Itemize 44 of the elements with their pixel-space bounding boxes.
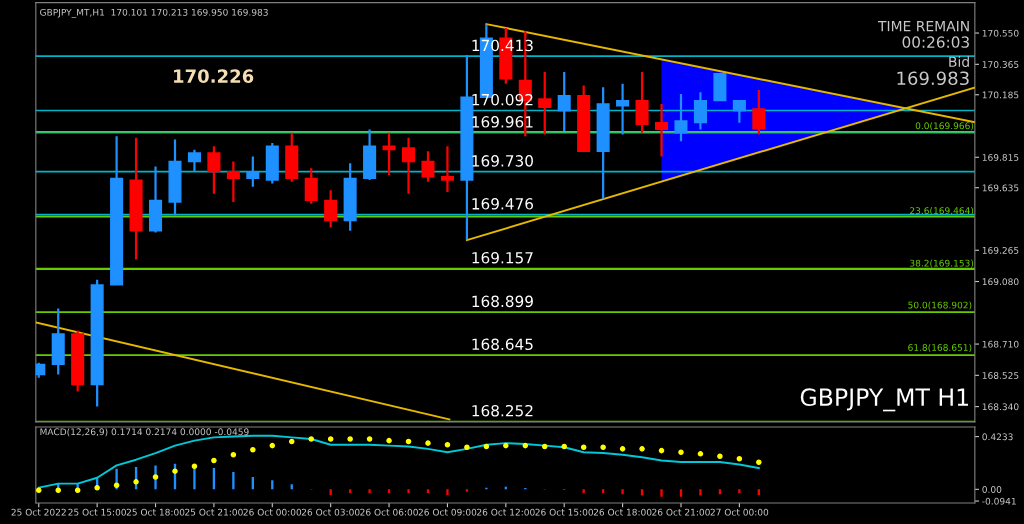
ref-line-label: 169.476 <box>472 198 534 210</box>
y-tick-label: 169.080 <box>982 278 1019 286</box>
ref-line-label: 168.899 <box>472 295 533 308</box>
x-tick-label: 25 Oct 18:00 <box>126 508 185 516</box>
y-tick-label: 170.365 <box>982 61 1019 68</box>
ref-line-label: 169.157 <box>472 251 533 264</box>
annotation: GBPJPY_MT H1 <box>800 388 968 412</box>
x-tick-label: 25 Oct 15:00 <box>68 508 126 516</box>
ref-line-label: 168.645 <box>472 338 533 351</box>
x-tick-label: 26 Oct 09:00 <box>418 508 477 516</box>
ref-line-label: 168.252 <box>472 404 533 417</box>
y-tick-label: 168.525 <box>982 372 1019 379</box>
annotation: 169.983 <box>897 71 969 86</box>
x-tick-label: 26 Oct 12:00 <box>477 508 535 516</box>
x-tick-label: 25 Oct 2022 <box>11 508 66 516</box>
text: GBPJPY_MT,H1 170.101 170.213 169.950 169.983 <box>40 8 268 18</box>
annotation: TIME REMAIN <box>877 21 969 32</box>
x-tick-label: 26 Oct 18:00 <box>593 508 652 516</box>
ref-line-label: 23.6(169.464) <box>910 207 974 216</box>
y-tick-label: 0.00 <box>982 486 1002 493</box>
y-tick-label: 168.340 <box>982 403 1019 411</box>
x-tick-label: 26 Oct 03:00 <box>301 508 360 516</box>
x-tick-label: 27 Oct 00:00 <box>710 508 769 516</box>
ref-line-label: 38.2(169.153) <box>910 259 974 268</box>
y-tick-label: 169.635 <box>982 184 1019 192</box>
annotation: 50.0(168.902) <box>908 301 972 310</box>
ref-line-label: 0.0(169.966) <box>915 122 974 131</box>
y-tick-label: 170.185 <box>982 91 1019 99</box>
y-tick-label: 168.710 <box>982 340 1019 348</box>
y-tick-label: 169.815 <box>982 154 1019 161</box>
annotation: 00:26:03 <box>902 36 969 48</box>
x-tick-label: 25 Oct 21:00 <box>185 508 243 516</box>
y-tick-label: -0.0941 <box>982 497 1016 505</box>
y-tick-label: 0.4233 <box>982 433 1013 441</box>
chart-title: MACD(12,26,9) 0.1714 0.2174 0.0000 -0.0459 <box>40 428 249 437</box>
annotation: Bid <box>949 56 969 67</box>
x-tick-label: 26 Oct 15:00 <box>535 508 594 516</box>
annotation: 61.8(168.651) <box>908 343 972 352</box>
y-tick-label: 170.550 <box>982 29 1019 37</box>
annotation: 170.226 <box>174 69 254 83</box>
x-tick-label: 26 Oct 21:00 <box>652 508 710 516</box>
x-tick-label: 26 Oct 00:00 <box>243 508 302 516</box>
y-tick-label: 169.265 <box>982 246 1019 254</box>
x-tick-label: 26 Oct 06:00 <box>360 508 418 516</box>
